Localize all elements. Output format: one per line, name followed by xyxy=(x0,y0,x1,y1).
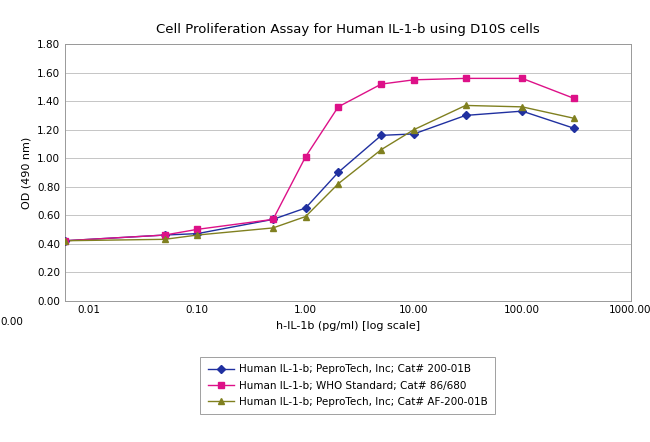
Human IL-1-b; WHO Standard; Cat# 86/680 xyxy=(269,217,277,222)
Human IL-1-b; PeproTech, Inc; Cat# AF-200-01B xyxy=(302,214,309,219)
Human IL-1-b; PeproTech, Inc; Cat# AF-200-01B xyxy=(518,104,526,110)
X-axis label: h-IL-1b (pg/ml) [log scale]: h-IL-1b (pg/ml) [log scale] xyxy=(276,321,420,331)
Human IL-1-b; PeproTech, Inc; Cat# AF-200-01B xyxy=(410,127,418,132)
Human IL-1-b; PeproTech, Inc; Cat# 200-01B xyxy=(334,170,342,175)
Line: Human IL-1-b; PeproTech, Inc; Cat# AF-200-01B: Human IL-1-b; PeproTech, Inc; Cat# AF-20… xyxy=(162,103,577,242)
Title: Cell Proliferation Assay for Human IL-1-b using D10S cells: Cell Proliferation Assay for Human IL-1-… xyxy=(156,23,540,36)
Line: Human IL-1-b; PeproTech, Inc; Cat# 200-01B: Human IL-1-b; PeproTech, Inc; Cat# 200-0… xyxy=(162,108,577,238)
Human IL-1-b; WHO Standard; Cat# 86/680 xyxy=(302,154,309,160)
Legend: Human IL-1-b; PeproTech, Inc; Cat# 200-01B, Human IL-1-b; WHO Standard; Cat# 86/: Human IL-1-b; PeproTech, Inc; Cat# 200-0… xyxy=(200,357,495,414)
Human IL-1-b; PeproTech, Inc; Cat# 200-01B xyxy=(462,113,469,118)
Human IL-1-b; WHO Standard; Cat# 86/680 xyxy=(518,76,526,81)
Human IL-1-b; WHO Standard; Cat# 86/680 xyxy=(194,227,202,232)
Human IL-1-b; PeproTech, Inc; Cat# AF-200-01B xyxy=(462,103,469,108)
Human IL-1-b; PeproTech, Inc; Cat# 200-01B xyxy=(194,231,202,236)
Human IL-1-b; PeproTech, Inc; Cat# 200-01B xyxy=(302,206,309,211)
Human IL-1-b; PeproTech, Inc; Cat# AF-200-01B xyxy=(194,232,202,238)
Human IL-1-b; WHO Standard; Cat# 86/680 xyxy=(462,76,469,81)
Human IL-1-b; PeproTech, Inc; Cat# AF-200-01B xyxy=(269,225,277,231)
Human IL-1-b; PeproTech, Inc; Cat# 200-01B xyxy=(410,131,418,137)
Human IL-1-b; PeproTech, Inc; Cat# AF-200-01B xyxy=(161,236,168,242)
Human IL-1-b; PeproTech, Inc; Cat# 200-01B xyxy=(269,217,277,222)
Text: 0.00: 0.00 xyxy=(1,317,23,327)
Y-axis label: OD (490 nm): OD (490 nm) xyxy=(21,136,31,209)
Human IL-1-b; PeproTech, Inc; Cat# AF-200-01B xyxy=(334,181,342,187)
Human IL-1-b; PeproTech, Inc; Cat# 200-01B xyxy=(161,232,168,238)
Human IL-1-b; PeproTech, Inc; Cat# 200-01B xyxy=(518,108,526,114)
Line: Human IL-1-b; WHO Standard; Cat# 86/680: Human IL-1-b; WHO Standard; Cat# 86/680 xyxy=(162,76,577,238)
Human IL-1-b; PeproTech, Inc; Cat# AF-200-01B xyxy=(378,147,385,152)
Human IL-1-b; WHO Standard; Cat# 86/680 xyxy=(334,104,342,110)
Human IL-1-b; PeproTech, Inc; Cat# AF-200-01B xyxy=(570,116,578,121)
Human IL-1-b; WHO Standard; Cat# 86/680 xyxy=(161,232,168,238)
Human IL-1-b; PeproTech, Inc; Cat# 200-01B xyxy=(378,133,385,138)
Human IL-1-b; WHO Standard; Cat# 86/680 xyxy=(378,81,385,87)
Human IL-1-b; WHO Standard; Cat# 86/680 xyxy=(410,77,418,83)
Human IL-1-b; PeproTech, Inc; Cat# 200-01B xyxy=(570,126,578,131)
Human IL-1-b; WHO Standard; Cat# 86/680 xyxy=(570,95,578,101)
